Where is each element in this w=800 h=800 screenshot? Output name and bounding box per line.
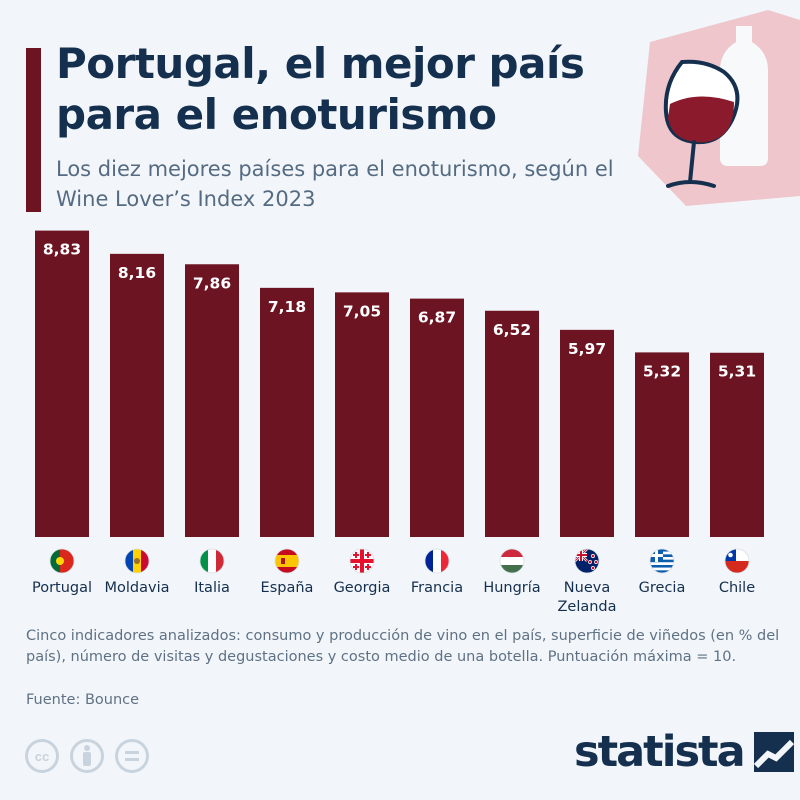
portugal-flag-icon [49,548,75,574]
bar-chile [710,352,764,537]
bar-españa [260,287,314,537]
value-label: 8,16 [118,264,156,282]
bar-moldavia [110,253,164,537]
value-label: 6,87 [418,309,456,327]
source-note: Fuente: Bounce [26,692,140,708]
moldova-flag-icon [124,548,150,574]
attribution-icon[interactable] [69,738,105,774]
value-label: 6,52 [493,321,531,339]
new-zealand-flag-icon [574,548,600,574]
value-label: 8,83 [43,241,81,259]
no-derivatives-icon[interactable] [114,738,150,774]
bar-nueva-zelanda [560,329,614,537]
category-label: Grecia [639,580,686,596]
bar-italia [185,264,239,537]
value-label: 5,97 [568,340,606,358]
statista-logo-icon [753,732,794,772]
value-label: 5,31 [718,363,756,381]
category-label: Moldavia [105,580,170,596]
hungary-flag-icon [499,548,525,574]
category-label: Chile [719,580,755,596]
greece-flag-icon [649,548,675,574]
wine-glass-bottle-icon [638,10,800,206]
license-icons: cc [24,738,150,774]
page-subtitle: Los diez mejores países para el enoturis… [56,157,614,211]
cc-icon[interactable]: cc [24,738,60,774]
brand-name: statista [574,727,746,777]
title-accent-bar [26,48,41,212]
chile-flag-icon [724,548,750,574]
value-label: 7,18 [268,298,306,316]
category-label: Portugal [32,580,92,596]
bar-chart: 8,83 Portugal 8,16 Moldavia 7,86 Italia 7,18 Es… [32,230,764,615]
bar-georgia [335,292,389,537]
france-flag-icon [424,548,450,574]
bar-grecia [635,352,689,537]
category-label: Nueva Zelanda [557,580,616,615]
bar-francia [410,298,464,537]
georgia-flag-icon [349,548,375,574]
value-label: 5,32 [643,362,681,380]
page-title: Portugal, el mejor país para el enoturis… [56,39,585,139]
category-label: Georgia [334,580,391,596]
bar-hungría [485,310,539,537]
bar-portugal [35,230,89,537]
value-label: 7,05 [343,302,381,320]
svg-text:cc: cc [35,749,49,764]
category-label: Italia [194,580,230,596]
spain-flag-icon [274,548,300,574]
statista-brand[interactable]: statista [574,726,794,778]
category-label: España [261,580,314,596]
category-label: Francia [411,580,463,596]
italy-flag-icon [199,548,225,574]
footnote: Cinco indicadores analizados: consumo y … [26,628,780,665]
category-label: Hungría [483,580,540,596]
value-label: 7,86 [193,274,231,292]
